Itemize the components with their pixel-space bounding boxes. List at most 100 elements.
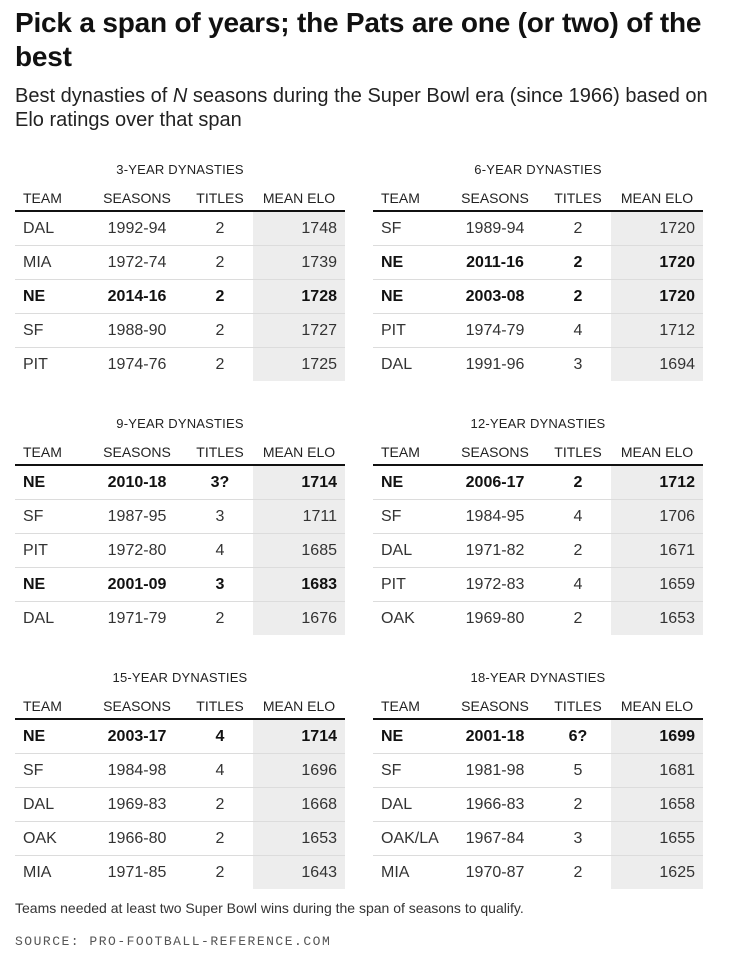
- panel-title: 18-YEAR DYNASTIES: [470, 670, 606, 685]
- cell-mean-elo: 1681: [611, 754, 703, 787]
- cell-team: SF: [381, 507, 402, 525]
- cell-titles: 4: [573, 507, 583, 525]
- cell-titles: 2: [573, 253, 583, 271]
- table-row: SF 1984-98 4 1696: [15, 753, 345, 787]
- header-team: TEAM: [381, 190, 420, 206]
- cell-mean-elo: 1720: [611, 212, 703, 245]
- cell-titles: 3: [573, 829, 583, 847]
- table-body: NE 2010-18 3? 1714 SF 1987-95 3 1711 PIT 1972-80 4…: [15, 466, 345, 635]
- cell-team: DAL: [23, 219, 55, 237]
- cell-titles: 2: [215, 321, 225, 339]
- cell-team: OAK: [23, 829, 57, 847]
- cell-titles: 2: [573, 287, 583, 305]
- header-seasons: SEASONS: [103, 190, 171, 206]
- cell-team: PIT: [23, 541, 48, 559]
- cell-titles: 2: [573, 219, 583, 237]
- table-row: NE 2003-17 4 1714: [15, 720, 345, 753]
- table-row: NE 2001-18 6? 1699: [373, 720, 703, 753]
- header-mean-elo: MEAN ELO: [620, 698, 694, 714]
- header-seasons: SEASONS: [461, 698, 529, 714]
- cell-team: NE: [381, 287, 404, 305]
- cell-team: NE: [23, 575, 46, 593]
- cell-seasons: 1971-79: [107, 609, 167, 627]
- cell-team: NE: [23, 287, 46, 305]
- cell-mean-elo: 1655: [611, 822, 703, 855]
- cell-titles: 2: [573, 795, 583, 813]
- table-row: DAL 1971-79 2 1676: [15, 601, 345, 635]
- cell-titles: 3?: [210, 473, 230, 491]
- cell-titles: 4: [215, 541, 225, 559]
- table-row: SF 1989-94 2 1720: [373, 212, 703, 245]
- cell-titles: 2: [573, 863, 583, 881]
- cell-team: DAL: [381, 795, 413, 813]
- cell-seasons: 1972-80: [107, 541, 167, 559]
- cell-titles: 2: [215, 355, 225, 373]
- cell-titles: 2: [573, 541, 583, 559]
- cell-seasons: 1974-76: [107, 355, 167, 373]
- panel-9-year: 9-YEAR DYNASTIES TEAM SEASONS TITLES MEAN EL…: [15, 416, 345, 635]
- cell-titles: 6?: [568, 727, 588, 745]
- header-team: TEAM: [23, 444, 62, 460]
- cell-mean-elo: 1653: [611, 602, 703, 635]
- cell-team: NE: [381, 727, 404, 745]
- cell-mean-elo: 1625: [611, 856, 703, 889]
- panel-18-year: 18-YEAR DYNASTIES TEAM SEASONS TITLES MEAN E…: [373, 670, 703, 889]
- cell-seasons: 1971-85: [107, 863, 167, 881]
- cell-mean-elo: 1725: [253, 348, 345, 381]
- subtitle-n: N: [172, 85, 188, 107]
- footnote: Teams needed at least two Super Bowl win…: [15, 900, 524, 916]
- cell-mean-elo: 1714: [253, 720, 345, 753]
- header-titles: TITLES: [554, 190, 602, 206]
- cell-team: NE: [23, 473, 46, 491]
- header-team: TEAM: [23, 698, 62, 714]
- cell-team: NE: [381, 253, 404, 271]
- table-row: DAL 1969-83 2 1668: [15, 787, 345, 821]
- cell-mean-elo: 1712: [611, 314, 703, 347]
- cell-seasons: 1992-94: [107, 219, 167, 237]
- cell-titles: 2: [215, 287, 225, 305]
- table-row: NE 2006-17 2 1712: [373, 466, 703, 499]
- cell-seasons: 1967-84: [465, 829, 525, 847]
- cell-team: SF: [23, 321, 44, 339]
- subtitle-text-end: seasons during the Super Bowl era (since…: [15, 85, 708, 131]
- cell-mean-elo: 1706: [611, 500, 703, 533]
- table-header: TEAM SEASONS TITLES MEAN ELO: [15, 186, 345, 212]
- cell-mean-elo: 1739: [253, 246, 345, 279]
- table-row: NE 2001-09 3 1683: [15, 567, 345, 601]
- chart-title: Pick a span of years; the Pats are one (…: [15, 7, 702, 72]
- header-titles: TITLES: [554, 444, 602, 460]
- panel-15-year: 15-YEAR DYNASTIES TEAM SEASONS TITLES MEAN E…: [15, 670, 345, 889]
- cell-titles: 2: [215, 219, 225, 237]
- header-mean-elo: MEAN ELO: [262, 190, 336, 206]
- table-header: TEAM SEASONS TITLES MEAN ELO: [15, 440, 345, 466]
- cell-mean-elo: 1720: [611, 280, 703, 313]
- cell-seasons: 1972-74: [107, 253, 167, 271]
- cell-mean-elo: 1728: [253, 280, 345, 313]
- cell-seasons: 1969-80: [465, 609, 525, 627]
- source-credit: SOURCE: PRO-FOOTBALL-REFERENCE.COM: [15, 934, 332, 949]
- cell-titles: 4: [573, 321, 583, 339]
- cell-mean-elo: 1727: [253, 314, 345, 347]
- cell-mean-elo: 1676: [253, 602, 345, 635]
- header-team: TEAM: [381, 698, 420, 714]
- table-row: OAK 1969-80 2 1653: [373, 601, 703, 635]
- cell-mean-elo: 1659: [611, 568, 703, 601]
- table-row: OAK/LA 1967-84 3 1655: [373, 821, 703, 855]
- cell-titles: 3: [215, 507, 225, 525]
- cell-seasons: 1984-95: [465, 507, 525, 525]
- cell-titles: 2: [215, 863, 225, 881]
- header-titles: TITLES: [196, 190, 244, 206]
- cell-seasons: 1966-80: [107, 829, 167, 847]
- panel-title: 12-YEAR DYNASTIES: [470, 416, 606, 431]
- cell-mean-elo: 1714: [253, 466, 345, 499]
- panel-title: 9-YEAR DYNASTIES: [116, 416, 244, 431]
- header-seasons: SEASONS: [461, 190, 529, 206]
- panel-title: 3-YEAR DYNASTIES: [116, 162, 244, 177]
- table-row: MIA 1971-85 2 1643: [15, 855, 345, 889]
- header-titles: TITLES: [554, 698, 602, 714]
- cell-mean-elo: 1653: [253, 822, 345, 855]
- cell-team: PIT: [23, 355, 48, 373]
- table-row: NE 2010-18 3? 1714: [15, 466, 345, 499]
- table-row: NE 2011-16 2 1720: [373, 245, 703, 279]
- cell-seasons: 1989-94: [465, 219, 525, 237]
